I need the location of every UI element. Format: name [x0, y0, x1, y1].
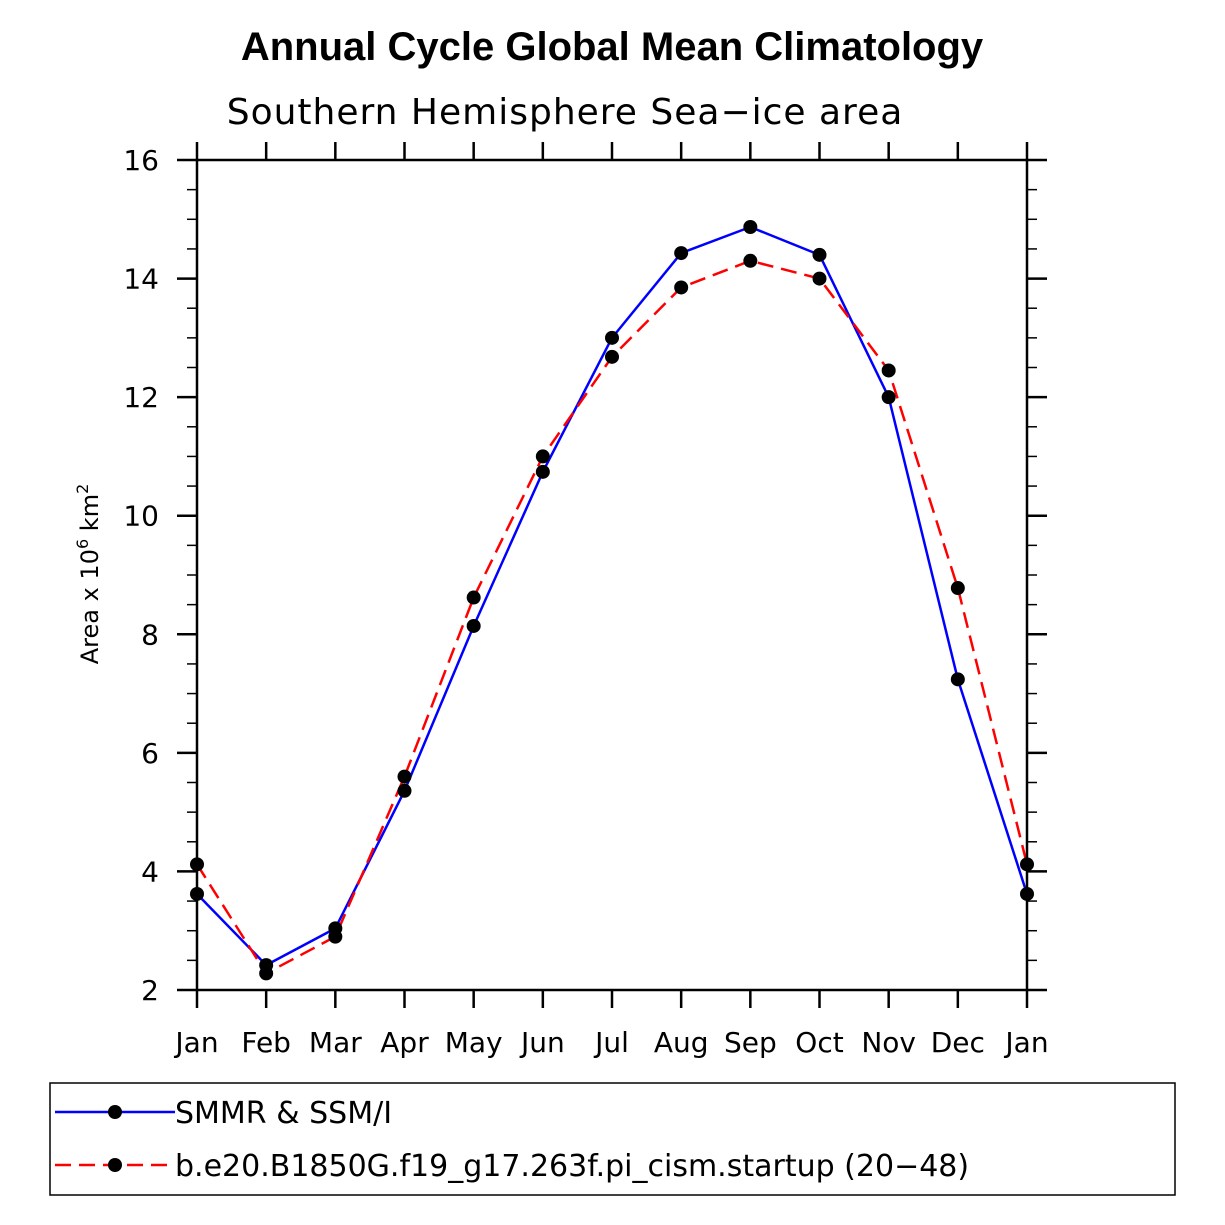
- x-tick-label: Aug: [654, 1026, 709, 1059]
- data-point: [881, 390, 896, 405]
- x-tick-labels: Jan Feb Mar Apr May Jun Jul Aug Sep Oct Nov Dec Jan: [173, 1026, 1048, 1059]
- legend-box: [49, 1082, 1176, 1196]
- data-point: [259, 966, 274, 981]
- legend: SMMR & SSM/I b.e20.B1850G.f19_g17.263f.pi…: [49, 1082, 1176, 1196]
- y-tick-label: 10: [123, 500, 159, 533]
- x-tick-label: Jan: [1003, 1026, 1048, 1059]
- x-tick-label: Dec: [931, 1026, 985, 1059]
- x-tick-label: Sep: [724, 1026, 777, 1059]
- data-point: [466, 618, 481, 633]
- x-tick-label: Oct: [795, 1026, 843, 1059]
- y-tick-label: 2: [141, 974, 159, 1007]
- x-tick-label: Jan: [173, 1026, 218, 1059]
- y-axis-label-exp2: 2: [73, 484, 92, 494]
- legend-marker-2: [108, 1158, 122, 1172]
- data-point: [950, 581, 965, 596]
- axis-ticks: [177, 142, 1047, 1008]
- legend-label-1: SMMR & SSM/I: [175, 1096, 392, 1131]
- series-markers: [190, 219, 1034, 981]
- y-axis-label: Area x 106 km2: [73, 484, 104, 665]
- data-point: [397, 769, 412, 784]
- data-point: [328, 929, 343, 944]
- data-point: [812, 271, 827, 286]
- plot-frame: [195, 158, 1029, 992]
- y-tick-label: 16: [123, 144, 159, 177]
- y-tick-label: 14: [123, 263, 159, 296]
- legend-marker-1: [108, 1105, 122, 1119]
- y-tick-label: 6: [141, 737, 159, 770]
- data-point: [605, 349, 619, 364]
- data-point: [397, 783, 412, 798]
- y-tick-labels: 2 4 6 8 10 12 14 16: [123, 144, 159, 1007]
- data-point: [674, 280, 689, 295]
- x-tick-label: Nov: [861, 1026, 916, 1059]
- y-tick-label: 12: [123, 381, 159, 414]
- x-tick-label: Apr: [380, 1026, 429, 1059]
- x-tick-label: May: [445, 1026, 503, 1059]
- x-tick-label: Jul: [593, 1026, 629, 1059]
- data-point: [605, 330, 619, 345]
- data-point: [743, 253, 758, 268]
- data-point: [535, 449, 550, 464]
- data-point: [950, 672, 965, 687]
- y-tick-label: 4: [141, 855, 159, 888]
- x-tick-label: Feb: [241, 1026, 291, 1059]
- chart-title: Annual Cycle Global Mean Climatology: [241, 25, 984, 69]
- chart-subtitle: Southern Hemisphere Sea−ice area: [227, 92, 904, 133]
- y-axis-label-main: Area x 10: [76, 549, 104, 664]
- series-line-2: [195, 259, 1029, 975]
- x-tick-label: Jun: [519, 1026, 565, 1059]
- data-point: [881, 363, 896, 378]
- y-axis-label-gap: [76, 531, 104, 539]
- data-point: [466, 590, 481, 605]
- y-axis-label-unit: km: [76, 494, 104, 531]
- y-tick-label: 8: [141, 618, 159, 651]
- legend-items: SMMR & SSM/I b.e20.B1850G.f19_g17.263f.pi…: [55, 1096, 969, 1184]
- legend-label-2: b.e20.B1850G.f19_g17.263f.pi_cism.startu…: [175, 1149, 969, 1184]
- data-point: [535, 464, 550, 479]
- data-point: [743, 219, 758, 234]
- data-point: [674, 246, 689, 261]
- y-axis-label-exp1: 6: [73, 539, 92, 549]
- x-tick-label: Mar: [309, 1026, 362, 1059]
- data-point: [812, 247, 827, 262]
